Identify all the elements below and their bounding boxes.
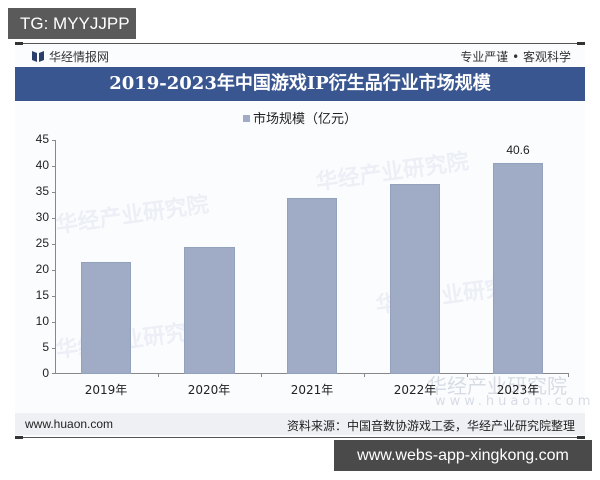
- bar-2019: [81, 262, 131, 374]
- footer-url: www.huaon.com: [25, 417, 114, 431]
- card-footer: www.huaon.com 资料来源：中国音数协游戏工委，华经产业研究院整理: [15, 413, 585, 435]
- y-tick: [52, 348, 56, 349]
- watermark-url-corner: www.huaon.com: [435, 394, 595, 409]
- y-tick-label: 25: [35, 236, 49, 250]
- y-tick-label: 10: [35, 314, 49, 328]
- bottom-divider: [15, 436, 585, 439]
- y-tick-label: 45: [35, 132, 49, 146]
- y-tick-label: 40: [35, 158, 49, 172]
- y-tick: [52, 218, 56, 219]
- x-tick: [261, 373, 262, 377]
- x-tick-label: 2023年: [496, 383, 540, 397]
- brand-name: 华经情报网: [49, 50, 110, 64]
- x-tick-label: 2019年: [84, 383, 128, 397]
- watermark-text-corner: 华经产业研究院: [427, 374, 567, 398]
- chart-card: 华经情报网 专业严谨 • 客观科学 2019-2023年中国游戏IP衍生品行业市…: [15, 42, 590, 439]
- chart-title: 2019-2023年中国游戏IP衍生品行业市场规模: [15, 67, 585, 101]
- legend-swatch: [242, 115, 250, 122]
- bar-2020: [184, 247, 235, 374]
- legend-label: 市场规模（亿元）: [252, 112, 357, 127]
- y-axis: [55, 140, 56, 374]
- y-tick: [52, 140, 56, 141]
- x-tick: [467, 373, 468, 377]
- y-tick-label: 0: [42, 366, 49, 380]
- y-tick-label: 30: [35, 210, 49, 224]
- card-header: 华经情报网 专业严谨 • 客观科学: [15, 45, 585, 67]
- y-tick-label: 15: [35, 288, 49, 302]
- y-tick-label: 35: [35, 184, 49, 198]
- y-tick: [52, 270, 56, 271]
- x-tick: [568, 373, 569, 377]
- y-tick: [52, 373, 56, 374]
- bar-2023: [493, 163, 543, 374]
- y-tick-label: 5: [42, 340, 49, 354]
- data-source: 资料来源：中国音数协游戏工委，华经产业研究院整理: [286, 419, 575, 433]
- x-tick-label: 2022年: [393, 383, 437, 397]
- x-tick: [364, 373, 365, 377]
- bar-2022: [390, 184, 440, 374]
- x-tick-label: 2020年: [187, 383, 231, 397]
- x-tick-label: 2021年: [290, 383, 334, 397]
- slogan: 专业严谨 • 客观科学: [460, 50, 571, 64]
- y-tick-label: 20: [35, 262, 49, 276]
- bar-2021: [287, 198, 337, 374]
- y-tick: [52, 296, 56, 297]
- x-tick: [158, 373, 159, 377]
- plot-area: 45 40 35 30 25 20 15 10 5 0 40.6 2019年 2…: [15, 42, 585, 438]
- y-tick: [52, 244, 56, 245]
- y-tick: [52, 166, 56, 167]
- y-tick: [52, 322, 56, 323]
- y-tick: [52, 192, 56, 193]
- book-logo-icon: [32, 51, 44, 62]
- chart-legend: 市场规模（亿元）: [15, 108, 585, 127]
- top-watermark-badge: TG: MYYJJPP: [8, 8, 136, 39]
- top-divider: [15, 42, 585, 45]
- bottom-watermark-badge: www.webs-app-xingkong.com: [334, 440, 592, 471]
- data-label-2023: 40.6: [506, 143, 530, 157]
